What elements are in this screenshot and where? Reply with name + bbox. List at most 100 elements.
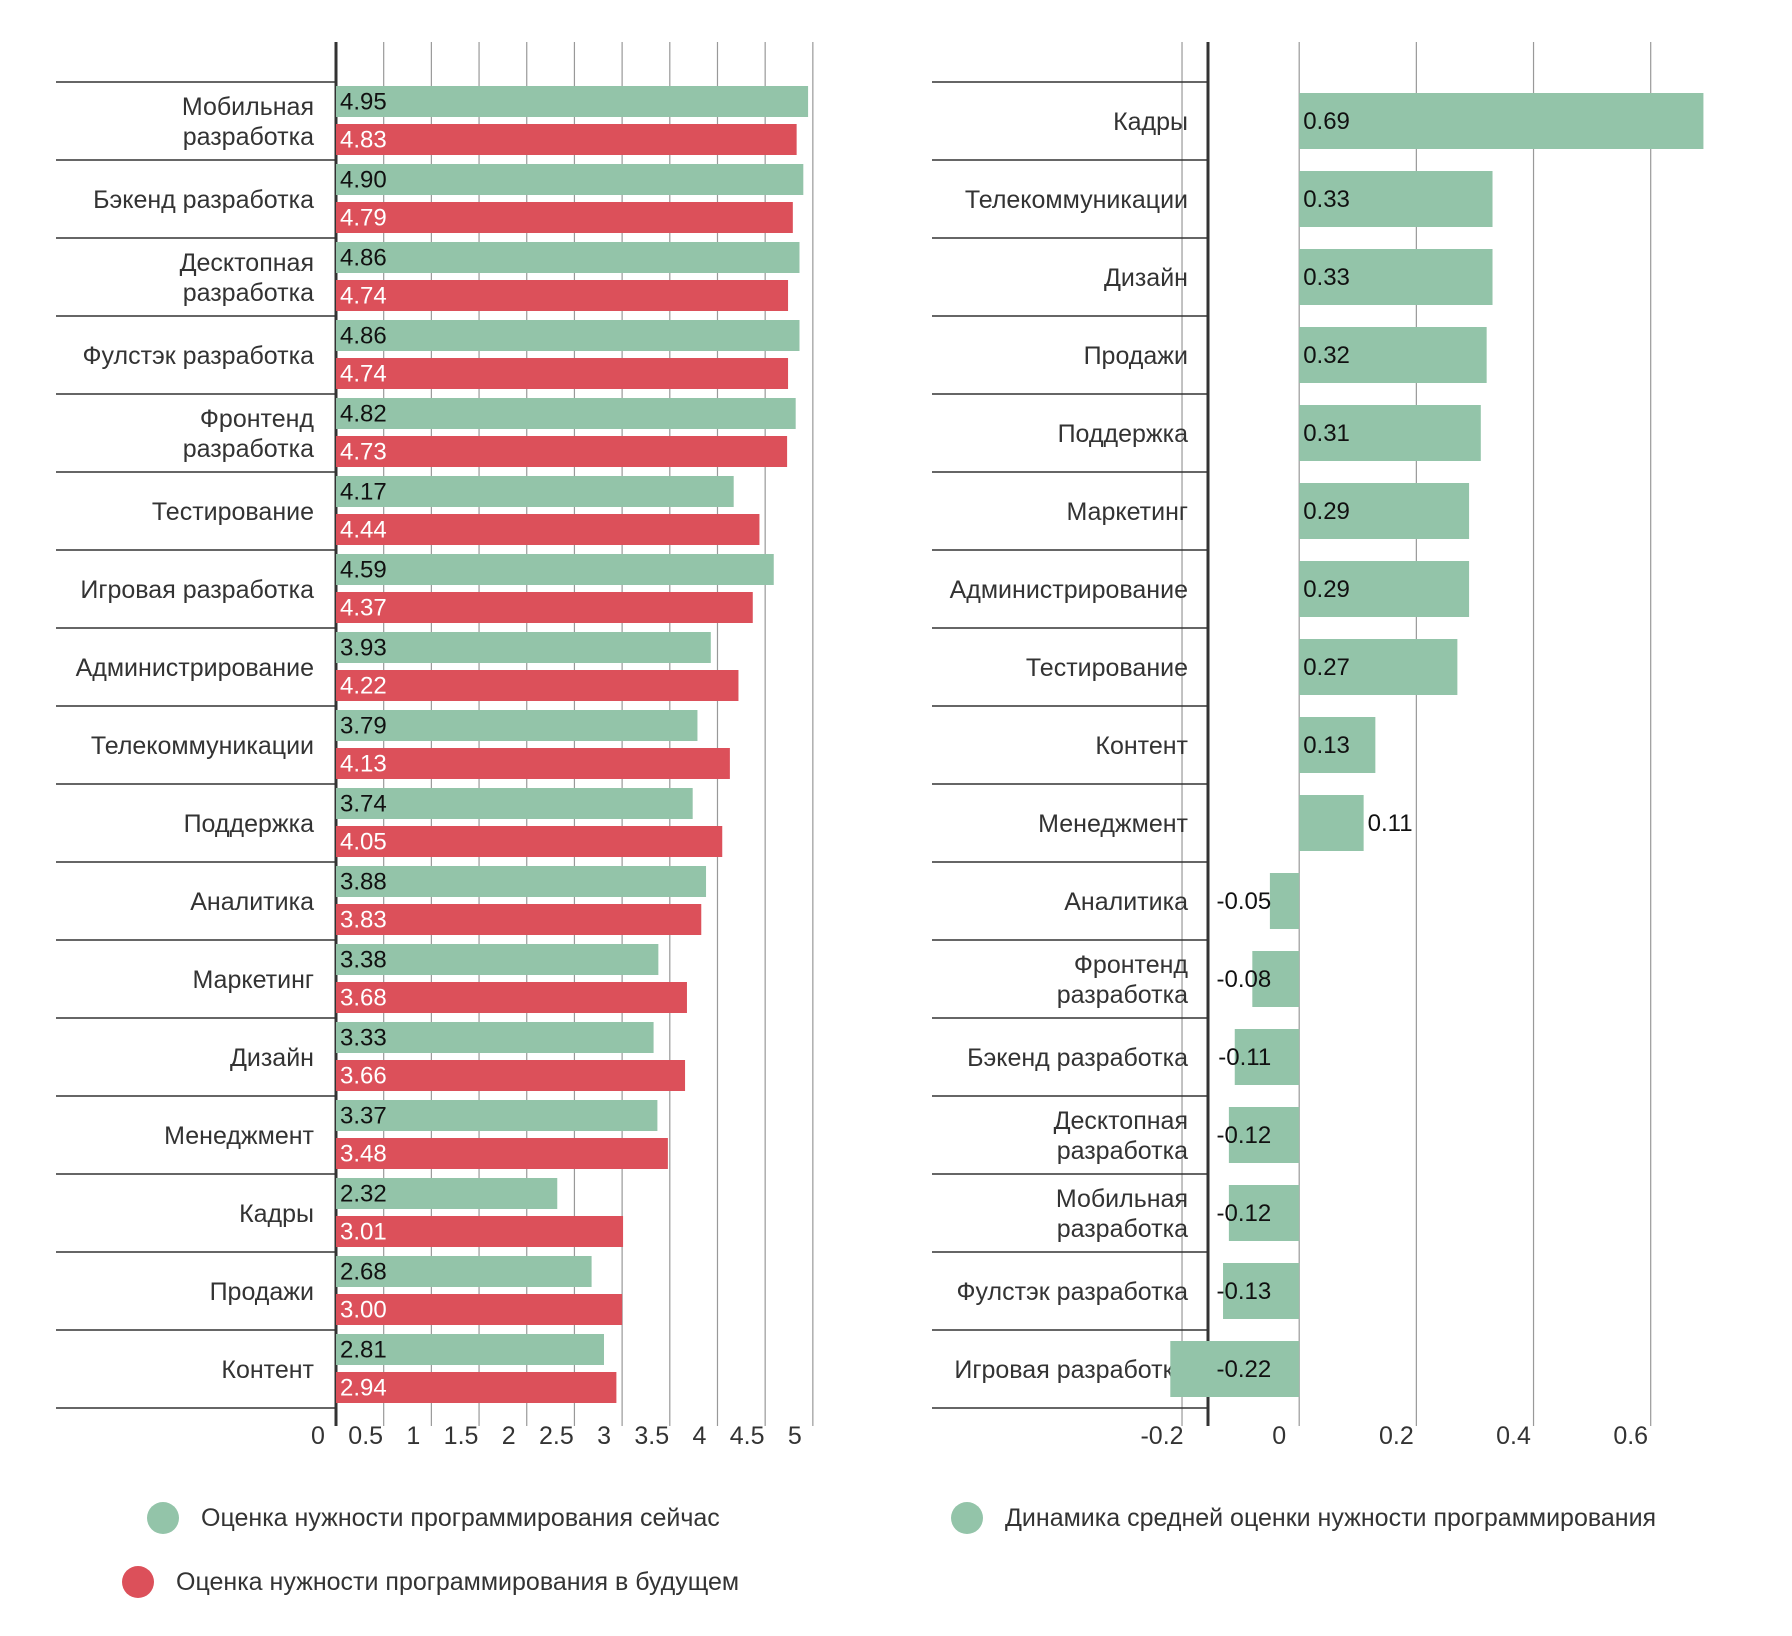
bar-a — [1299, 561, 1470, 617]
value-label: 4.73 — [340, 439, 387, 466]
category-label: разработка — [1057, 981, 1188, 1009]
value-label: 0.29 — [1303, 576, 1350, 603]
category-label: Продажи — [1084, 342, 1188, 370]
bar-b — [336, 358, 789, 389]
value-label: 4.83 — [340, 127, 387, 154]
category-label: Дизайн — [1104, 264, 1188, 292]
tick-label: 0 — [1272, 1422, 1286, 1450]
category-label: Кадры — [239, 1200, 314, 1228]
category-label: Администрирование — [76, 654, 314, 682]
bar-b — [336, 1060, 686, 1091]
bar-b — [336, 124, 797, 155]
category-label: Поддержка — [1058, 420, 1189, 448]
category-label: Менеджмент — [164, 1122, 314, 1150]
category-label: Маркетинг — [1066, 498, 1188, 526]
bar-b — [336, 1294, 623, 1325]
value-label: 3.37 — [340, 1103, 387, 1130]
bar-b — [336, 982, 687, 1013]
category-label: Поддержка — [184, 810, 315, 838]
value-label: 3.88 — [340, 869, 387, 896]
bar-a — [336, 632, 711, 663]
tick-label: 0 — [311, 1422, 325, 1450]
value-label: 0.32 — [1303, 342, 1350, 369]
value-label: 0.33 — [1303, 264, 1350, 291]
bar-a — [1299, 171, 1493, 227]
category-label: Тестирование — [1026, 654, 1188, 682]
category-label: Маркетинг — [192, 966, 314, 994]
bar-a — [336, 554, 774, 585]
value-label: 4.79 — [340, 205, 387, 232]
right-bar-chart: Кадры Телекоммуникации Дизайн Продажи Поддер… — [932, 42, 1704, 1450]
value-label: 0.69 — [1303, 108, 1350, 135]
value-label: 4.74 — [340, 361, 387, 388]
bar-a — [1299, 249, 1493, 305]
bar-a — [336, 1256, 592, 1287]
tick-label: 4.5 — [730, 1422, 765, 1450]
category-label: Контент — [221, 1356, 314, 1384]
bar-a — [336, 1178, 558, 1209]
value-label: 4.13 — [340, 751, 387, 778]
bar-a — [1299, 405, 1481, 461]
category-label: Бэкенд разработка — [967, 1044, 1188, 1072]
category-label: разработка — [183, 279, 314, 307]
bar-a — [1299, 93, 1704, 149]
value-label: 4.86 — [340, 245, 387, 272]
legend-swatch-future — [122, 1566, 154, 1598]
value-label: 2.94 — [340, 1375, 387, 1402]
bar-a — [1228, 1107, 1300, 1163]
bar-a — [1234, 1029, 1300, 1085]
value-label: 0.13 — [1303, 732, 1350, 759]
tick-label: 2.5 — [539, 1422, 574, 1450]
bar-a — [1299, 483, 1470, 539]
bar-a — [336, 398, 796, 429]
value-label: -0.11 — [1218, 1044, 1271, 1071]
bar-a — [336, 476, 734, 507]
value-label: 4.44 — [340, 517, 387, 544]
bar-a — [336, 242, 800, 273]
tick-label: 0.5 — [348, 1422, 383, 1450]
value-label: 3.79 — [340, 713, 387, 740]
bar-a — [1299, 717, 1376, 773]
tick-label: 4 — [693, 1422, 707, 1450]
bar-b — [336, 592, 753, 623]
value-label: -0.12 — [1216, 1200, 1271, 1227]
category-label: Бэкенд разработка — [93, 186, 314, 214]
category-label: Фулстэк разработка — [83, 342, 315, 370]
bar-a — [336, 320, 800, 351]
category-label: Тестирование — [152, 498, 314, 526]
value-label: 3.93 — [340, 635, 387, 662]
bar-a — [1299, 327, 1487, 383]
bar-b — [336, 904, 702, 935]
tick-label: 1.5 — [444, 1422, 479, 1450]
bar-b — [336, 1138, 668, 1169]
bar-b — [336, 514, 760, 545]
bar-b — [336, 826, 723, 857]
value-label: 4.05 — [340, 829, 387, 856]
tick-label: 0.6 — [1613, 1422, 1648, 1450]
tick-label: 3.5 — [634, 1422, 669, 1450]
tick-label: -0.2 — [1140, 1422, 1183, 1450]
category-label: Фронтенд — [200, 405, 314, 433]
legend-item-dynamics: Динамика средней оценки нужности програм… — [951, 1502, 1656, 1534]
value-label: 4.82 — [340, 401, 387, 428]
value-label: 3.48 — [340, 1141, 387, 1168]
bar-a — [336, 1334, 604, 1365]
category-label: Менеджмент — [1038, 810, 1188, 838]
legend-label-current: Оценка нужности программирования сейчас — [201, 1503, 720, 1532]
category-label: Дизайн — [230, 1044, 314, 1072]
bar-a — [336, 944, 659, 975]
value-label: 4.95 — [340, 89, 387, 116]
value-label: -0.05 — [1216, 888, 1271, 915]
tick-label: 3 — [597, 1422, 611, 1450]
value-label: 3.83 — [340, 907, 387, 934]
value-label: -0.12 — [1216, 1122, 1271, 1149]
tick-label: 0.4 — [1496, 1422, 1531, 1450]
tick-label: 5 — [788, 1422, 802, 1450]
value-label: 0.33 — [1303, 186, 1350, 213]
bar-a — [336, 710, 698, 741]
value-label: 3.74 — [340, 791, 387, 818]
legend-label-dynamics: Динамика средней оценки нужности програм… — [1005, 1503, 1657, 1532]
category-label: Аналитика — [1064, 888, 1188, 916]
value-label: 0.31 — [1303, 420, 1350, 447]
